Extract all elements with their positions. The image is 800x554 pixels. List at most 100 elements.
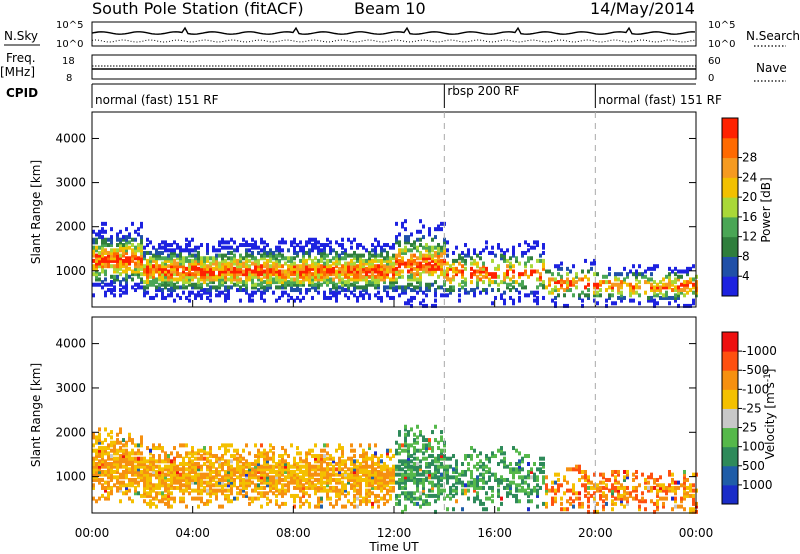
field-cell — [311, 467, 314, 472]
field-cell — [617, 488, 620, 493]
field-cell — [299, 464, 302, 469]
field-cell — [164, 269, 167, 274]
field-cell — [170, 290, 173, 295]
field-cell — [302, 459, 305, 464]
field-cell — [293, 493, 296, 498]
field-cell — [653, 288, 656, 293]
field-cell — [119, 427, 122, 432]
field-cell — [377, 290, 380, 295]
field-cell — [176, 245, 179, 250]
field-cell — [542, 266, 545, 271]
field-cell — [479, 272, 482, 277]
field-cell — [284, 277, 287, 282]
field-cell — [260, 475, 263, 480]
field-cell — [665, 274, 668, 279]
field-cell — [257, 277, 260, 282]
field-cell — [224, 496, 227, 501]
field-cell — [170, 253, 173, 258]
field-cell — [152, 256, 155, 261]
field-cell — [377, 493, 380, 498]
field-cell — [344, 261, 347, 266]
field-cell — [128, 454, 131, 459]
field-cell — [101, 483, 104, 488]
field-cell — [419, 480, 422, 485]
field-cell — [593, 491, 596, 496]
field-cell — [566, 467, 569, 472]
field-cell — [212, 258, 215, 263]
field-cell — [395, 480, 398, 485]
field-cell — [629, 493, 632, 498]
field-cell — [362, 274, 365, 279]
field-cell — [101, 451, 104, 456]
x-tick-label: 20:00 — [578, 526, 613, 540]
field-cell — [143, 477, 146, 482]
field-cell — [218, 253, 221, 258]
field-cell — [692, 282, 695, 287]
field-cell — [377, 456, 380, 461]
field-cell — [122, 264, 125, 269]
field-cell — [134, 443, 137, 448]
field-cell — [551, 480, 554, 485]
field-cell — [341, 475, 344, 480]
field-cell — [170, 280, 173, 285]
field-cell — [620, 285, 623, 290]
field-cell — [200, 448, 203, 453]
field-cell — [497, 245, 500, 250]
field-cell — [116, 475, 119, 480]
field-cell — [530, 469, 533, 474]
field-cell — [338, 462, 341, 467]
field-cell — [482, 288, 485, 293]
field-cell — [236, 261, 239, 266]
field-cell — [377, 475, 380, 480]
field-cell — [554, 491, 557, 496]
field-cell — [416, 496, 419, 501]
field-cell — [104, 485, 107, 490]
field-cell — [212, 483, 215, 488]
field-cell — [266, 491, 269, 496]
field-cell — [485, 454, 488, 459]
field-cell — [200, 264, 203, 269]
field-cell — [95, 448, 98, 453]
field-cell — [299, 483, 302, 488]
field-cell — [455, 469, 458, 474]
field-cell — [668, 469, 671, 474]
field-cell — [362, 477, 365, 482]
field-cell — [359, 488, 362, 493]
field-cell — [410, 253, 413, 258]
field-cell — [449, 456, 452, 461]
field-cell — [125, 250, 128, 255]
field-cell — [272, 446, 275, 451]
field-cell — [506, 285, 509, 290]
field-cell — [305, 250, 308, 255]
field-cell — [293, 261, 296, 266]
field-cell — [299, 475, 302, 480]
field-cell — [137, 451, 140, 456]
field-cell — [146, 483, 149, 488]
field-cell — [338, 256, 341, 261]
field-cell — [302, 272, 305, 277]
field-cell — [614, 480, 617, 485]
field-cell — [593, 496, 596, 501]
field-cell — [407, 264, 410, 269]
field-cell — [179, 499, 182, 504]
field-cell — [188, 258, 191, 263]
field-cell — [656, 491, 659, 496]
field-cell — [161, 266, 164, 271]
field-cell — [269, 248, 272, 253]
field-cell — [461, 488, 464, 493]
field-cell — [194, 472, 197, 477]
field-cell — [404, 443, 407, 448]
field-cell — [416, 464, 419, 469]
field-cell — [392, 464, 395, 469]
field-cell — [692, 493, 695, 498]
field-cell — [314, 483, 317, 488]
field-cell — [467, 462, 470, 467]
field-cell — [116, 237, 119, 242]
field-cell — [326, 493, 329, 498]
field-cell — [599, 480, 602, 485]
field-cell — [275, 253, 278, 258]
field-cell — [491, 280, 494, 285]
field-cell — [314, 277, 317, 282]
field-cell — [617, 290, 620, 295]
field-cell — [419, 477, 422, 482]
